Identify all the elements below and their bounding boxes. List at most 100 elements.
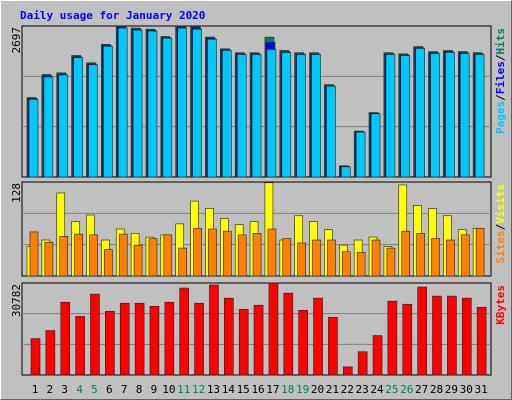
bar [371, 239, 381, 277]
bar [311, 54, 321, 178]
bar [237, 234, 247, 277]
bar [209, 284, 219, 376]
bar [104, 249, 113, 277]
x-tick-label: 26 [400, 383, 413, 396]
x-tick-label: 20 [311, 383, 324, 396]
x-tick-label: 13 [207, 383, 220, 396]
bar [313, 297, 323, 376]
bar [252, 233, 262, 277]
x-tick-label: 16 [251, 383, 264, 396]
bar [75, 316, 85, 376]
bar [30, 338, 41, 376]
bar [103, 46, 113, 178]
bar [162, 37, 173, 178]
bar [105, 311, 115, 376]
x-tick-label: 21 [326, 383, 339, 396]
bar [417, 286, 427, 376]
legend-entry: Visits [494, 184, 507, 224]
chart-title: Daily usage for January 2020 [20, 9, 205, 22]
bar [400, 55, 411, 178]
bar [45, 330, 56, 376]
x-tick-label: 24 [370, 383, 384, 396]
x-tick-label: 5 [91, 383, 98, 396]
bar [163, 234, 173, 277]
bar [179, 287, 190, 376]
bar [192, 28, 202, 178]
bar [460, 234, 470, 277]
bar [134, 302, 145, 376]
bar [341, 251, 351, 277]
bar [164, 301, 175, 376]
bar [416, 233, 425, 277]
bar [432, 295, 442, 376]
x-tick-label: 25 [385, 383, 398, 396]
legend-entry: Files [494, 61, 507, 94]
bar [461, 297, 472, 376]
bar [415, 48, 425, 178]
x-tick-label: 2 [47, 383, 54, 396]
x-tick-label: 23 [356, 383, 369, 396]
bar [224, 297, 234, 376]
x-tick-label: 12 [192, 383, 205, 396]
bar [222, 50, 232, 178]
legend-entry: KBytes [494, 285, 507, 325]
bar [430, 53, 440, 178]
bar [283, 292, 294, 376]
bar [281, 52, 292, 178]
bar [355, 131, 366, 178]
legend-separator: / [494, 54, 507, 61]
bar [60, 301, 71, 376]
legend-entry: Sites [494, 230, 507, 263]
bar [372, 335, 383, 376]
bar [194, 302, 204, 376]
bar [459, 53, 470, 178]
bar [133, 244, 143, 277]
bar [282, 238, 292, 277]
bar [178, 247, 188, 277]
bar [89, 234, 98, 277]
y-tick-label: 128 [10, 183, 23, 203]
bar [326, 85, 336, 178]
bar [74, 233, 83, 277]
bar [207, 38, 217, 178]
bar [296, 54, 306, 178]
legend: Sites/Visits [494, 184, 507, 264]
x-tick-label: 4 [76, 383, 83, 396]
bar [340, 166, 351, 178]
bar [474, 54, 485, 178]
bar [238, 308, 249, 376]
x-tick-label: 15 [237, 383, 250, 396]
legend-entry: Hits [494, 28, 507, 55]
bar [208, 228, 217, 277]
bar [431, 238, 440, 277]
bar [118, 233, 128, 277]
x-tick-label: 9 [151, 383, 158, 396]
bar [149, 305, 160, 376]
bar [475, 227, 485, 277]
legend-separator: / [494, 223, 507, 230]
bar [88, 64, 98, 178]
x-tick-label: 11 [177, 383, 190, 396]
x-tick-label: 17 [266, 383, 279, 396]
x-tick-label: 18 [281, 383, 294, 396]
legend-entry: Pages [494, 101, 507, 134]
bar [253, 304, 264, 376]
bar [193, 227, 202, 277]
x-tick-label: 31 [475, 383, 488, 396]
x-tick-label: 3 [61, 383, 68, 396]
bar [44, 241, 54, 277]
bar [266, 49, 277, 178]
bar [132, 29, 143, 178]
bar [90, 293, 100, 376]
bar [446, 239, 455, 277]
y-tick-label: 2697 [10, 27, 23, 54]
bar [401, 230, 411, 277]
bar [58, 74, 69, 178]
bar [43, 76, 54, 178]
x-tick-label: 8 [136, 383, 143, 396]
bar [119, 302, 130, 376]
bar [236, 54, 247, 178]
x-tick-label: 28 [430, 383, 443, 396]
bar [327, 239, 336, 277]
